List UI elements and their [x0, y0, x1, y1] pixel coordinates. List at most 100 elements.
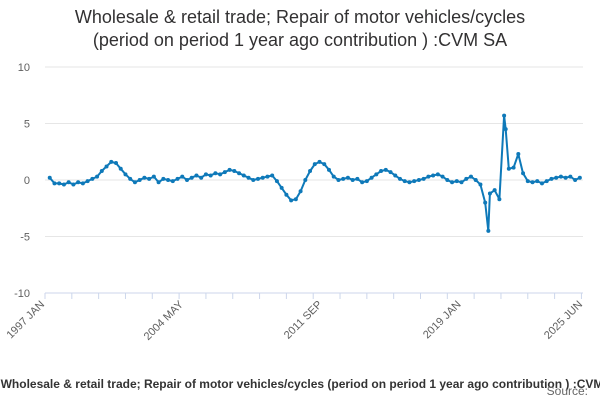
data-point [383, 167, 388, 172]
data-point [203, 172, 208, 177]
data-point [374, 172, 379, 177]
data-point [539, 181, 544, 186]
data-point [123, 172, 128, 177]
data-point [473, 178, 478, 182]
x-tick-label: 2019 JAN [421, 299, 464, 342]
data-point [208, 173, 213, 178]
y-tick-label: -5 [20, 232, 30, 244]
source-label: Source: [546, 384, 588, 398]
data-point [502, 113, 507, 118]
data-point [308, 168, 313, 173]
data-point [435, 172, 440, 177]
data-point [90, 176, 95, 181]
data-point [535, 179, 540, 184]
data-point [128, 176, 133, 181]
data-point [213, 171, 218, 176]
data-point [503, 127, 508, 132]
data-point [331, 174, 336, 179]
data-point [189, 175, 194, 180]
data-point [237, 171, 242, 176]
series-line [48, 114, 581, 232]
data-point [284, 192, 289, 197]
data-point [289, 198, 294, 203]
data-point [137, 178, 142, 182]
data-point [360, 180, 365, 185]
data-point [99, 168, 104, 173]
data-point [184, 178, 189, 182]
data-point [416, 178, 421, 182]
data-point [407, 180, 412, 185]
data-point [336, 178, 341, 182]
data-point [265, 174, 270, 179]
data-point [568, 174, 573, 179]
chart-title-line-2: (period on period 1 year ago contributio… [92, 30, 508, 50]
data-point [350, 178, 355, 182]
data-point [274, 179, 279, 184]
data-point [431, 173, 436, 178]
data-point [421, 176, 426, 181]
data-point [151, 174, 156, 179]
data-point [76, 180, 81, 185]
data-point [445, 178, 450, 182]
data-point [454, 179, 459, 184]
data-point [440, 174, 445, 179]
data-point [402, 179, 407, 184]
data-point [459, 180, 464, 185]
data-point [530, 180, 535, 185]
data-point [478, 182, 483, 187]
data-point [255, 176, 260, 181]
data-point [52, 181, 57, 186]
data-point [487, 191, 492, 196]
data-point [312, 162, 317, 167]
data-point [175, 176, 180, 181]
y-tick-label: -10 [14, 288, 30, 300]
data-point [492, 188, 497, 193]
data-point [573, 178, 578, 182]
y-tick-label: 5 [24, 119, 30, 131]
data-point [218, 172, 223, 177]
data-point [180, 174, 185, 179]
data-point [232, 168, 237, 173]
data-point [511, 165, 516, 170]
data-point [483, 200, 488, 205]
data-point [388, 170, 393, 175]
chart-title: Wholesale & retail trade; Repair of moto… [0, 6, 600, 52]
legend-item[interactable]: Wholesale & retail trade; Repair of moto… [0, 377, 600, 391]
data-point [497, 197, 502, 202]
data-point [486, 228, 491, 233]
data-point [393, 173, 398, 178]
data-point [341, 176, 346, 181]
data-point [109, 159, 114, 164]
data-point [260, 175, 265, 180]
data-point [95, 174, 100, 179]
data-point [412, 179, 417, 184]
data-point [142, 175, 147, 180]
data-point [322, 162, 327, 167]
data-point [554, 175, 559, 180]
data-point [166, 178, 171, 182]
data-point [563, 175, 568, 180]
data-point [345, 175, 350, 180]
data-point [544, 179, 549, 184]
data-point [293, 197, 298, 202]
data-point [61, 182, 66, 187]
data-point [549, 176, 554, 181]
data-point [194, 173, 199, 178]
x-tick-label: 2004 MAY [142, 298, 187, 343]
data-point [85, 179, 90, 184]
data-point [246, 175, 251, 180]
data-point [516, 152, 521, 157]
data-point [364, 179, 369, 184]
data-point [156, 180, 161, 185]
data-point [298, 189, 303, 194]
data-point [577, 175, 582, 180]
data-point [450, 180, 455, 185]
data-point [525, 179, 530, 184]
chart-title-line-1: Wholesale & retail trade; Repair of moto… [74, 7, 526, 27]
data-point [113, 161, 118, 166]
data-point [132, 180, 137, 185]
data-point [251, 178, 256, 182]
data-point [506, 166, 511, 171]
data-point [227, 167, 232, 172]
